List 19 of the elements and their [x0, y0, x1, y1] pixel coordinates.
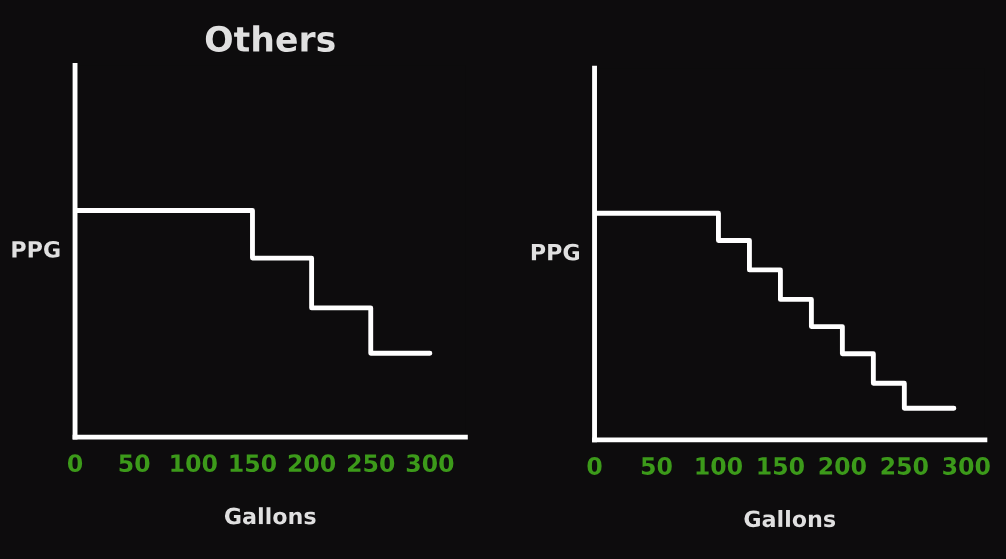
x-tick-label: 200 — [819, 457, 866, 475]
x-tick-label: 200 — [288, 454, 336, 473]
x-tick-label: 300 — [406, 454, 454, 473]
x-tick-label: 300 — [943, 457, 990, 475]
x-tick-label: 150 — [758, 457, 804, 475]
x-tick-label: 250 — [881, 457, 928, 475]
y-axis-title: PPG — [12, 240, 60, 258]
x-axis-title: Gallons — [224, 507, 316, 525]
x-tick-label: 0 — [67, 454, 83, 473]
x-tick-label: 100 — [696, 457, 742, 475]
x-tick-label: 50 — [119, 454, 150, 473]
x-tick-label: 250 — [347, 454, 395, 473]
x-tick-label: 50 — [641, 457, 672, 475]
y-axis-title: PPG — [531, 243, 580, 261]
x-axis-title: Gallons — [744, 510, 836, 528]
x-tick-label: 0 — [587, 457, 602, 475]
x-tick-label: 100 — [171, 454, 217, 473]
x-tick-label: 150 — [230, 454, 276, 473]
chart-title: Others — [205, 25, 335, 53]
